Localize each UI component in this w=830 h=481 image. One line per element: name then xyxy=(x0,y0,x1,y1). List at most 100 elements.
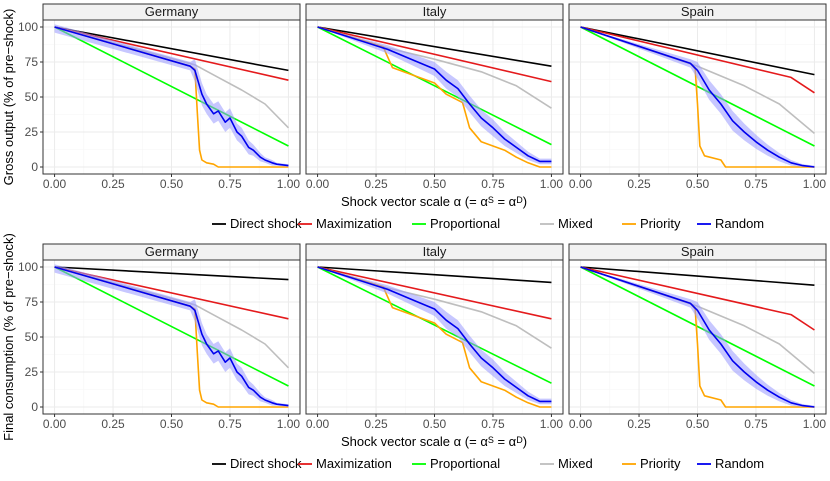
legend-label: Maximization xyxy=(316,456,392,471)
x-axis-title-superscript: S xyxy=(488,195,494,205)
confidence-band xyxy=(317,267,552,405)
series-proportional xyxy=(580,266,815,387)
x-tick-label: 0.25 xyxy=(627,177,651,191)
series-random xyxy=(317,26,552,165)
legend-label: Direct shock xyxy=(230,216,302,231)
series-line xyxy=(54,266,289,387)
series-line xyxy=(580,266,815,286)
legend-label: Maximization xyxy=(316,216,392,231)
series-line xyxy=(580,26,815,168)
series-line xyxy=(317,26,552,67)
y-tick-label: 75 xyxy=(25,295,39,309)
series-maximization xyxy=(317,26,552,83)
series-maximization xyxy=(317,266,552,320)
series-line xyxy=(580,26,815,147)
legend-label: Mixed xyxy=(558,456,593,471)
x-tick-label: 0.25 xyxy=(627,417,651,431)
facet-title: Italy xyxy=(423,244,447,259)
legend-item-mixed: Mixed xyxy=(540,456,593,471)
x-axis-title-superscript: D xyxy=(516,435,523,445)
legend-item-proportional: Proportional xyxy=(412,456,500,471)
x-tick-label: 0.50 xyxy=(423,417,447,431)
series-line xyxy=(580,26,815,94)
legend-item-mixed: Mixed xyxy=(540,216,593,231)
series-priority xyxy=(317,26,552,168)
y-tick-label: 0 xyxy=(31,160,38,174)
series-line xyxy=(580,26,815,76)
x-axis-title: Shock vector scale α (= αS = αD) xyxy=(341,194,527,209)
x-axis-title-superscript: D xyxy=(516,195,523,205)
series-direct-shock xyxy=(54,266,289,281)
legend-item-direct-shock: Direct shock xyxy=(212,216,302,231)
x-tick-label: 1.00 xyxy=(803,417,827,431)
series-proportional xyxy=(580,26,815,147)
x-tick-label: 1.00 xyxy=(277,417,301,431)
x-tick-label: 0.25 xyxy=(101,177,125,191)
y-tick-label: 50 xyxy=(25,90,39,104)
x-tick-label: 1.00 xyxy=(540,417,564,431)
x-tick-label: 1.00 xyxy=(540,177,564,191)
x-tick-label: 0.00 xyxy=(569,417,593,431)
series-direct-shock xyxy=(317,26,552,67)
legend-label: Direct shock xyxy=(230,456,302,471)
series-line xyxy=(54,26,289,147)
series-line xyxy=(580,266,815,331)
series-line xyxy=(317,266,552,284)
series-line xyxy=(317,26,552,146)
series-line xyxy=(54,266,289,407)
legend-item-random: Random xyxy=(697,456,764,471)
series-direct-shock xyxy=(580,26,815,76)
x-tick-label: 0.00 xyxy=(43,177,67,191)
panel-italy: Italy 0.00 0.25 0.50 0.75 1.00 xyxy=(305,3,564,191)
series-proportional xyxy=(317,26,552,146)
series-random xyxy=(54,264,289,407)
y-tick-label: 0 xyxy=(31,400,38,414)
series-line xyxy=(317,266,552,408)
legend-item-priority: Priority xyxy=(622,456,681,471)
legend-label: Random xyxy=(715,216,764,231)
legend-label: Priority xyxy=(640,456,681,471)
series-proportional xyxy=(54,26,289,147)
x-tick-label: 0.25 xyxy=(101,417,125,431)
legend-label: Priority xyxy=(640,216,681,231)
legend-item-maximization: Maximization xyxy=(298,456,392,471)
confidence-band xyxy=(317,27,552,165)
y-tick-label: 100 xyxy=(18,20,38,34)
series-direct-shock xyxy=(317,266,552,284)
confidence-band xyxy=(54,264,289,407)
facet-title: Spain xyxy=(681,4,714,19)
y-tick-label: 50 xyxy=(25,330,39,344)
y-tick-label: 75 xyxy=(25,55,39,69)
y-tick-label: 25 xyxy=(25,125,39,139)
series-random xyxy=(580,266,815,408)
x-tick-label: 0.75 xyxy=(481,177,505,191)
x-tick-label: 0.50 xyxy=(686,417,710,431)
legend-item-proportional: Proportional xyxy=(412,216,500,231)
series-proportional xyxy=(54,266,289,387)
panel-spain: Spain 0.00 0.25 0.50 0.75 1.00 xyxy=(568,3,827,191)
series-direct-shock xyxy=(54,26,289,72)
x-tick-label: 0.25 xyxy=(364,177,388,191)
legend-item-priority: Priority xyxy=(622,216,681,231)
panel-italy: Italy 0.00 0.25 0.50 0.75 1.00 xyxy=(305,243,564,431)
series-maximization xyxy=(580,266,815,331)
series-line xyxy=(317,266,552,384)
legend-item-maximization: Maximization xyxy=(298,216,392,231)
y-axis-title: Final consumption (% of pre−shock) xyxy=(1,233,16,441)
x-tick-label: 0.75 xyxy=(744,177,768,191)
series-line xyxy=(317,26,552,83)
legend: Direct shock Maximization Proportional Mixe… xyxy=(212,216,764,231)
y-axis-title: Gross output (% of pre−shock) xyxy=(1,9,16,186)
series-line xyxy=(580,266,815,408)
x-tick-label: 0.75 xyxy=(744,417,768,431)
series-priority xyxy=(317,266,552,408)
facet-title: Italy xyxy=(423,4,447,19)
legend-item-random: Random xyxy=(697,216,764,231)
x-axis-title-part: ) xyxy=(523,434,527,449)
x-tick-label: 0.50 xyxy=(686,177,710,191)
x-tick-label: 1.00 xyxy=(277,177,301,191)
y-tick-label: 25 xyxy=(25,365,39,379)
x-axis-title-superscript: S xyxy=(488,435,494,445)
series-direct-shock xyxy=(580,266,815,286)
